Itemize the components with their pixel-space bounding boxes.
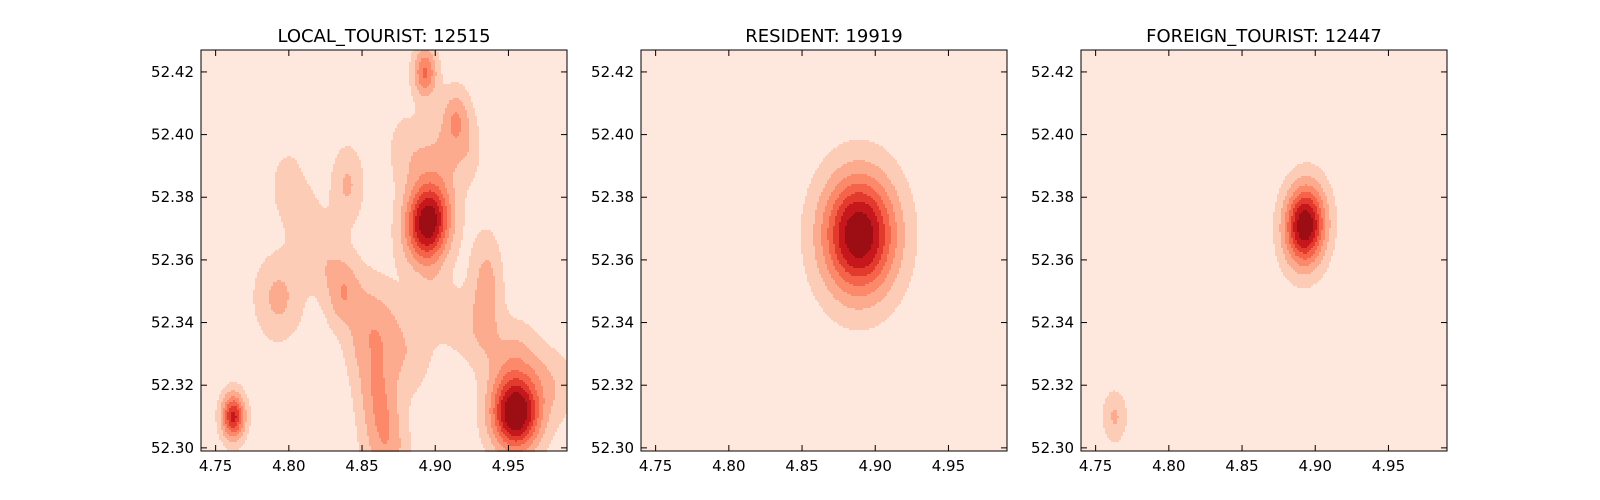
- y-tick-label: 52.32: [1031, 376, 1074, 394]
- x-tick-label: 4.85: [1225, 457, 1258, 475]
- x-tick-label: 4.80: [272, 457, 305, 475]
- y-tick-label: 52.42: [151, 63, 194, 81]
- x-tick-label: 4.95: [1372, 457, 1405, 475]
- x-tick-label: 4.95: [492, 457, 525, 475]
- panel-title: RESIDENT: 19919: [745, 26, 902, 47]
- panel-foreign-tourist: 4.75 4.80 4.85 4.90 4.95 52.30 52.32 52.34 52.36…: [1031, 26, 1448, 475]
- density-level-6: [231, 198, 531, 436]
- axes-frame: [200, 49, 568, 452]
- x-tick-label: 4.90: [419, 457, 452, 475]
- x-tick-label: 4.85: [345, 457, 378, 475]
- x-tick-label: 4.80: [1152, 457, 1185, 475]
- density-level-7: [419, 206, 527, 430]
- y-tick-label: 52.34: [151, 314, 194, 332]
- x-tick-label: 4.80: [712, 457, 745, 475]
- y-tick-label: 52.36: [151, 251, 194, 269]
- panel-title: LOCAL_TOURIST: 12515: [277, 26, 490, 47]
- x-tick-label: 4.75: [199, 457, 232, 475]
- y-tick-label: 52.42: [1031, 63, 1074, 81]
- axes-frame: [1080, 49, 1448, 452]
- y-tick-label: 52.32: [151, 376, 194, 394]
- axes-frame: [640, 49, 1008, 452]
- x-tick-label: 4.75: [639, 457, 672, 475]
- panel-local-tourist: 4.75 4.80 4.85 4.90 4.95 52.30 52.32 52.34 52.36…: [151, 26, 568, 475]
- y-tick-label: 52.36: [591, 251, 634, 269]
- y-tick-label: 52.30: [151, 439, 194, 457]
- density-level-1: [1103, 162, 1337, 442]
- x-tick-label: 4.95: [932, 457, 965, 475]
- y-tick-label: 52.34: [1031, 314, 1074, 332]
- y-tick-label: 52.38: [1031, 188, 1074, 206]
- x-tick-label: 4.90: [859, 457, 892, 475]
- y-tick-label: 52.34: [591, 314, 634, 332]
- y-tick-label: 52.42: [591, 63, 634, 81]
- y-tick-label: 52.30: [591, 439, 634, 457]
- y-tick-label: 52.32: [591, 376, 634, 394]
- plot-area: [1081, 50, 1447, 451]
- y-tick-label: 52.30: [1031, 439, 1074, 457]
- y-tick-label: 52.40: [591, 126, 634, 144]
- x-tick-label: 4.90: [1299, 457, 1332, 475]
- y-tick-label: 52.38: [591, 188, 634, 206]
- x-tick-label: 4.75: [1079, 457, 1112, 475]
- x-tick-label: 4.85: [785, 457, 818, 475]
- y-tick-label: 52.40: [151, 126, 194, 144]
- density-level-2: [221, 50, 555, 452]
- density-level-7: [845, 212, 873, 258]
- density-level-1: [215, 50, 567, 452]
- y-tick-label: 52.36: [1031, 251, 1074, 269]
- y-tick-label: 52.40: [1031, 126, 1074, 144]
- density-level-7: [1297, 210, 1313, 240]
- panel-title: FOREIGN_TOURIST: 12447: [1146, 26, 1382, 47]
- y-tick-label: 52.38: [151, 188, 194, 206]
- panel-resident: 4.75 4.80 4.85 4.90 4.95 52.30 52.32 52.34 52.36…: [591, 26, 1008, 475]
